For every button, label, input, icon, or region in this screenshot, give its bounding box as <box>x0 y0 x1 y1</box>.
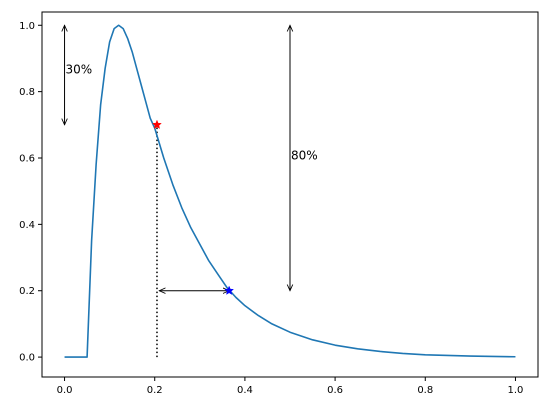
series-layer <box>64 24 516 358</box>
y-tick-label: 0.0 <box>19 353 35 364</box>
y-tick-label: 0.4 <box>19 220 35 231</box>
y-tick-label: 0.8 <box>19 87 35 98</box>
x-tick-label: 0.6 <box>327 385 343 396</box>
annotation-label-0: 30% <box>66 62 93 76</box>
y-axis: 0.0 0.2 0.4 0.6 0.8 1.0 <box>19 21 42 364</box>
y-tick-label: 0.6 <box>19 154 35 165</box>
annotations-layer: 30% 80% <box>66 62 318 162</box>
star-marker-1 <box>224 285 235 295</box>
y-tick-label: 1.0 <box>19 21 35 32</box>
star-marker-0 <box>152 119 162 129</box>
x-tick-label: 0.0 <box>57 385 73 396</box>
x-tick-label: 1.0 <box>508 385 524 396</box>
x-tick-label: 0.2 <box>147 385 163 396</box>
guides <box>65 25 290 358</box>
markers-layer <box>152 119 235 295</box>
annotation-label-1: 80% <box>291 149 318 163</box>
x-axis: 0.0 0.2 0.4 0.6 0.8 1.0 <box>57 377 524 396</box>
y-tick-label: 0.2 <box>19 286 35 297</box>
series-line-0 <box>64 24 516 358</box>
plot-frame <box>41 11 539 378</box>
x-tick-label: 0.4 <box>237 385 253 396</box>
x-tick-label: 0.8 <box>417 385 433 396</box>
